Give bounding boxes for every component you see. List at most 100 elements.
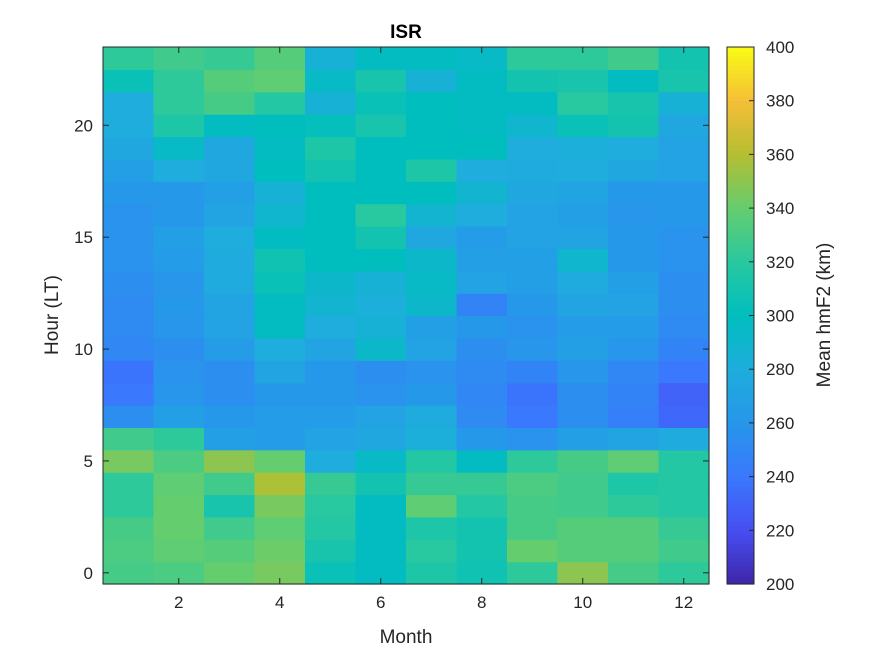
colorbar-segment (727, 552, 754, 558)
heatmap-cell-m4-h16 (254, 203, 306, 227)
heatmap-cell-m3-h1 (204, 539, 256, 563)
heatmap-cell-m9-h0 (507, 561, 559, 585)
heatmap-cell-m6-h1 (355, 539, 407, 563)
heatmap-cell-m6-h17 (355, 181, 407, 205)
heatmap-cell-m10-h20 (557, 114, 609, 138)
heatmap-cell-m4-h19 (254, 136, 306, 160)
heatmap-cell-m5-h23 (305, 47, 357, 70)
heatmap-cell-m11-h23 (608, 47, 660, 70)
heatmap-cell-m10-h10 (557, 337, 609, 361)
heatmap-cell-m5-h9 (305, 360, 357, 384)
heatmap-cell-m7-h10 (406, 337, 458, 361)
heatmap-cell-m12-h1 (658, 539, 710, 563)
heatmap-cell-m4-h5 (254, 449, 306, 473)
heatmap-cell-m11-h2 (608, 516, 660, 540)
heatmap-cell-m11-h16 (608, 203, 660, 227)
x-axis-label: Month (380, 627, 433, 648)
colorbar-segment (727, 364, 754, 370)
heatmap-cell-m4-h22 (254, 69, 306, 93)
heatmap-cell-m12-h5 (658, 449, 710, 473)
heatmap-cell-m6-h8 (355, 382, 407, 406)
heatmap-cell-m6-h20 (355, 114, 407, 138)
heatmap-cell-m9-h12 (507, 293, 559, 317)
heatmap-cell-m9-h1 (507, 539, 559, 563)
heatmap-cell-m5-h0 (305, 561, 357, 585)
heatmap-cell-m8-h7 (456, 405, 508, 428)
colorbar-ticks: 200 220 240 260 280 300 320 340 360 380 400 (749, 38, 794, 594)
colorbar-label: Mean hmF2 (km) (814, 243, 835, 388)
heatmap-cell-m4-h15 (254, 226, 306, 249)
colorbar-segment (727, 543, 754, 549)
heatmap-cell-m8-h1 (456, 539, 508, 563)
heatmap-cell-m7-h11 (406, 315, 458, 339)
heatmap-cell-m8-h5 (456, 449, 508, 473)
heatmap-cell-m1-h23 (103, 47, 155, 70)
colorbar-segment (727, 217, 754, 223)
colorbar-segment (727, 172, 754, 178)
heatmap-cell-m8-h23 (456, 47, 508, 70)
heatmap-cell-m1-h18 (103, 158, 155, 182)
heatmap-cell-m7-h1 (406, 539, 458, 563)
heatmap-cell-m5-h16 (305, 203, 357, 227)
heatmap-cell-m1-h20 (103, 114, 155, 138)
heatmap-cell-m7-h15 (406, 226, 458, 249)
colorbar-segment (727, 158, 754, 164)
heatmap-cell-m1-h9 (103, 360, 155, 384)
y-axis-label: Hour (LT) (42, 275, 63, 355)
colorbar-segment (727, 105, 754, 111)
heatmap-cell-m3-h23 (204, 47, 256, 70)
heatmap-cell-m5-h7 (305, 405, 357, 428)
heatmap-cell-m10-h17 (557, 181, 609, 205)
heatmap-cell-m5-h22 (305, 69, 357, 93)
colorbar-segment (727, 114, 754, 120)
colorbar-segment (727, 252, 754, 258)
colorbar-segment (727, 472, 754, 478)
heatmap-cell-m1-h7 (103, 405, 155, 428)
heatmap-cell-m6-h4 (355, 472, 407, 496)
heatmap-cell-m10-h1 (557, 539, 609, 563)
colorbar-segment (727, 525, 754, 531)
heatmap-cell-m11-h21 (608, 91, 660, 115)
colorbar-segment (727, 270, 754, 276)
colorbar-segment (727, 275, 754, 281)
heatmap-cell-m4-h3 (254, 494, 306, 518)
heatmap-cell-m7-h17 (406, 181, 458, 205)
heatmap-cell-m8-h17 (456, 181, 508, 205)
heatmap-cell-m3-h13 (204, 270, 256, 294)
heatmap-cell-m11-h20 (608, 114, 660, 138)
heatmap-cell-m2-h23 (153, 47, 205, 70)
heatmap-cell-m8-h3 (456, 494, 508, 518)
colorbar-segment (727, 382, 754, 388)
heatmap-cell-m2-h5 (153, 449, 205, 473)
heatmap-cell-m8-h18 (456, 158, 508, 182)
colorbar-tick-label: 280 (766, 360, 794, 379)
heatmap-cell-m6-h12 (355, 293, 407, 317)
colorbar-segment (727, 418, 754, 424)
heatmap-cell-m3-h14 (204, 248, 256, 272)
heatmap-cell-m11-h10 (608, 337, 660, 361)
heatmap-cell-m3-h3 (204, 494, 256, 518)
colorbar-segment (727, 279, 754, 285)
colorbar-segment (727, 284, 754, 290)
heatmap-cell-m9-h21 (507, 91, 559, 115)
heatmap-cell-m3-h7 (204, 405, 256, 428)
colorbar-segment (727, 490, 754, 496)
colorbar-segment (727, 409, 754, 415)
heatmap-cells (103, 47, 710, 585)
colorbar-segment (727, 47, 754, 53)
heatmap-cell-m7-h2 (406, 516, 458, 540)
colorbar-segment (727, 127, 754, 133)
heatmap-cell-m5-h13 (305, 270, 357, 294)
heatmap-cell-m4-h7 (254, 405, 306, 428)
heatmap-cell-m1-h3 (103, 494, 155, 518)
heatmap-cell-m6-h13 (355, 270, 407, 294)
colorbar-segment (727, 503, 754, 509)
heatmap-cell-m2-h15 (153, 226, 205, 249)
colorbar-segment (727, 248, 754, 254)
heatmap-cell-m4-h0 (254, 561, 306, 585)
colorbar-segment (727, 579, 754, 585)
heatmap-cell-m3-h11 (204, 315, 256, 339)
heatmap-cell-m1-h5 (103, 449, 155, 473)
colorbar-segment (727, 440, 754, 446)
heatmap-cell-m6-h10 (355, 337, 407, 361)
